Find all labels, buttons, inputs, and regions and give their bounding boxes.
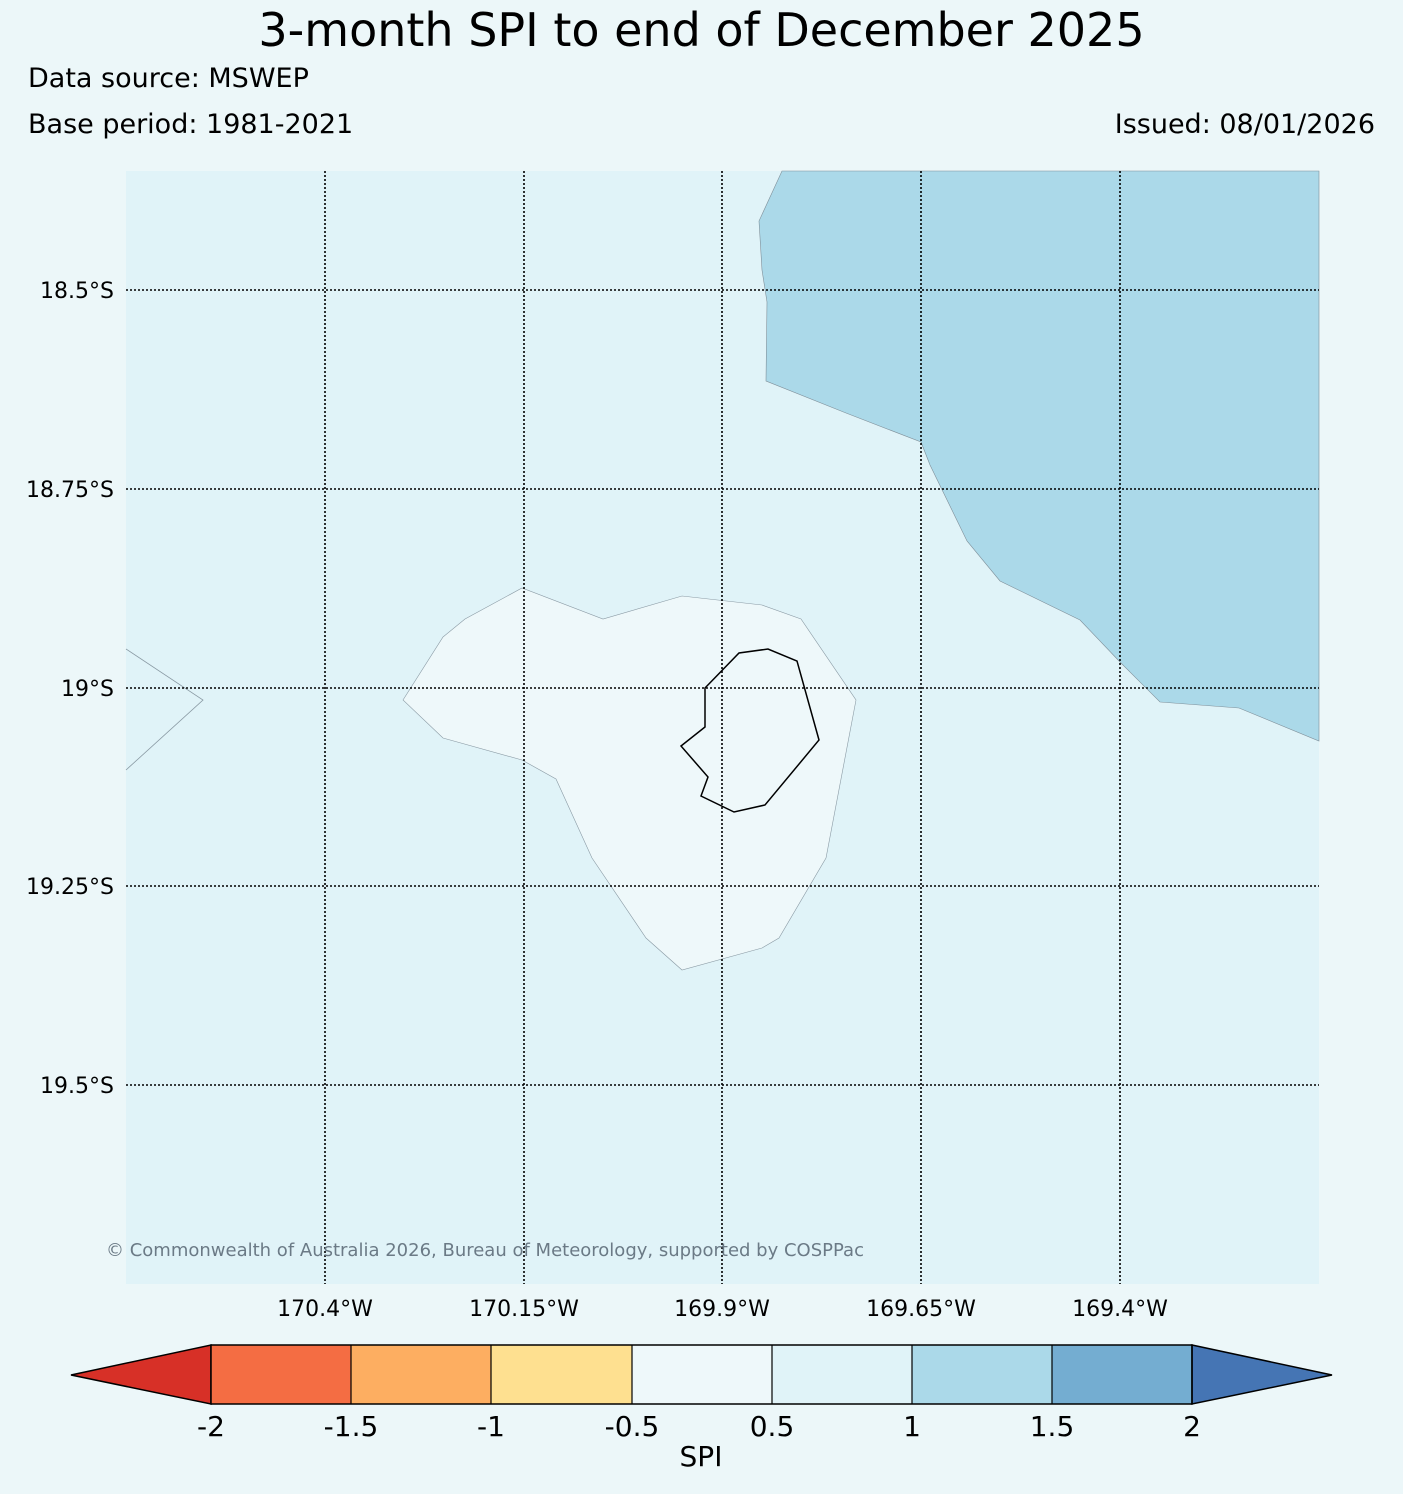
- colorbar-tick-label: 1: [903, 1410, 921, 1443]
- longitude-gridlines: [324, 171, 1121, 1284]
- colorbar-tick-label: -1: [477, 1410, 505, 1443]
- lat-label: 19.5°S: [40, 1074, 114, 1099]
- colorbar-extend-low: [70, 1344, 212, 1405]
- lon-label: 170.4°W: [277, 1297, 373, 1322]
- lat-label: 19°S: [61, 677, 114, 702]
- spi-colorbar: -2 -1.5 -1 -0.5 0.5 1 1.5 2 SPI: [70, 1344, 1333, 1473]
- lon-label: 169.4°W: [1072, 1297, 1168, 1322]
- copyright-notice: © Commonwealth of Australia 2026, Bureau…: [106, 1240, 864, 1261]
- latitude-labels: 18.5°S 18.75°S 19°S 19.25°S 19.5°S: [26, 279, 114, 1099]
- colorbar-frame: [210, 1344, 1193, 1405]
- colorbar-bin: [912, 1345, 1052, 1404]
- lat-label: 19.25°S: [26, 875, 114, 900]
- spi-contour-line: [125, 648, 204, 771]
- map-title: 3-month SPI to end of December 2025: [258, 3, 1145, 57]
- lon-label: 169.9°W: [674, 1297, 770, 1322]
- colorbar-tick-label: -0.5: [605, 1410, 660, 1443]
- colorbar-bin: [632, 1345, 772, 1404]
- colorbar-tick-label: -2: [197, 1410, 225, 1443]
- spi-near-normal-region: [402, 587, 857, 971]
- lon-label: 170.15°W: [469, 1297, 579, 1322]
- colorbar-bin: [1052, 1345, 1192, 1404]
- colorbar-extend-high: [1191, 1344, 1333, 1405]
- lat-label: 18.5°S: [40, 279, 114, 304]
- colorbar-tick-label: -1.5: [324, 1410, 379, 1443]
- colorbar-bin: [211, 1345, 351, 1404]
- lon-label: 169.65°W: [866, 1297, 976, 1322]
- data-source-label: Data source: MSWEP: [28, 63, 309, 94]
- base-period-label: Base period: 1981-2021: [28, 109, 354, 140]
- spi-wet-region: [758, 170, 1320, 742]
- colorbar-title: SPI: [680, 1440, 723, 1473]
- colorbar-bin: [351, 1345, 491, 1404]
- island-coastline: [679, 648, 820, 813]
- issued-date-label: Issued: 08/01/2026: [1114, 109, 1375, 140]
- longitude-labels: 170.4°W 170.15°W 169.9°W 169.65°W 169.4°…: [277, 1297, 1168, 1322]
- colorbar-bin: [491, 1345, 632, 1404]
- map-panel: © Commonwealth of Australia 2026, Bureau…: [106, 170, 1320, 1284]
- lat-label: 18.75°S: [26, 478, 114, 503]
- colorbar-tick-label: 2: [1183, 1410, 1201, 1443]
- colorbar-tick-label: 0.5: [750, 1410, 795, 1443]
- colorbar-tick-label: 1.5: [1030, 1410, 1075, 1443]
- colorbar-bin: [772, 1345, 912, 1404]
